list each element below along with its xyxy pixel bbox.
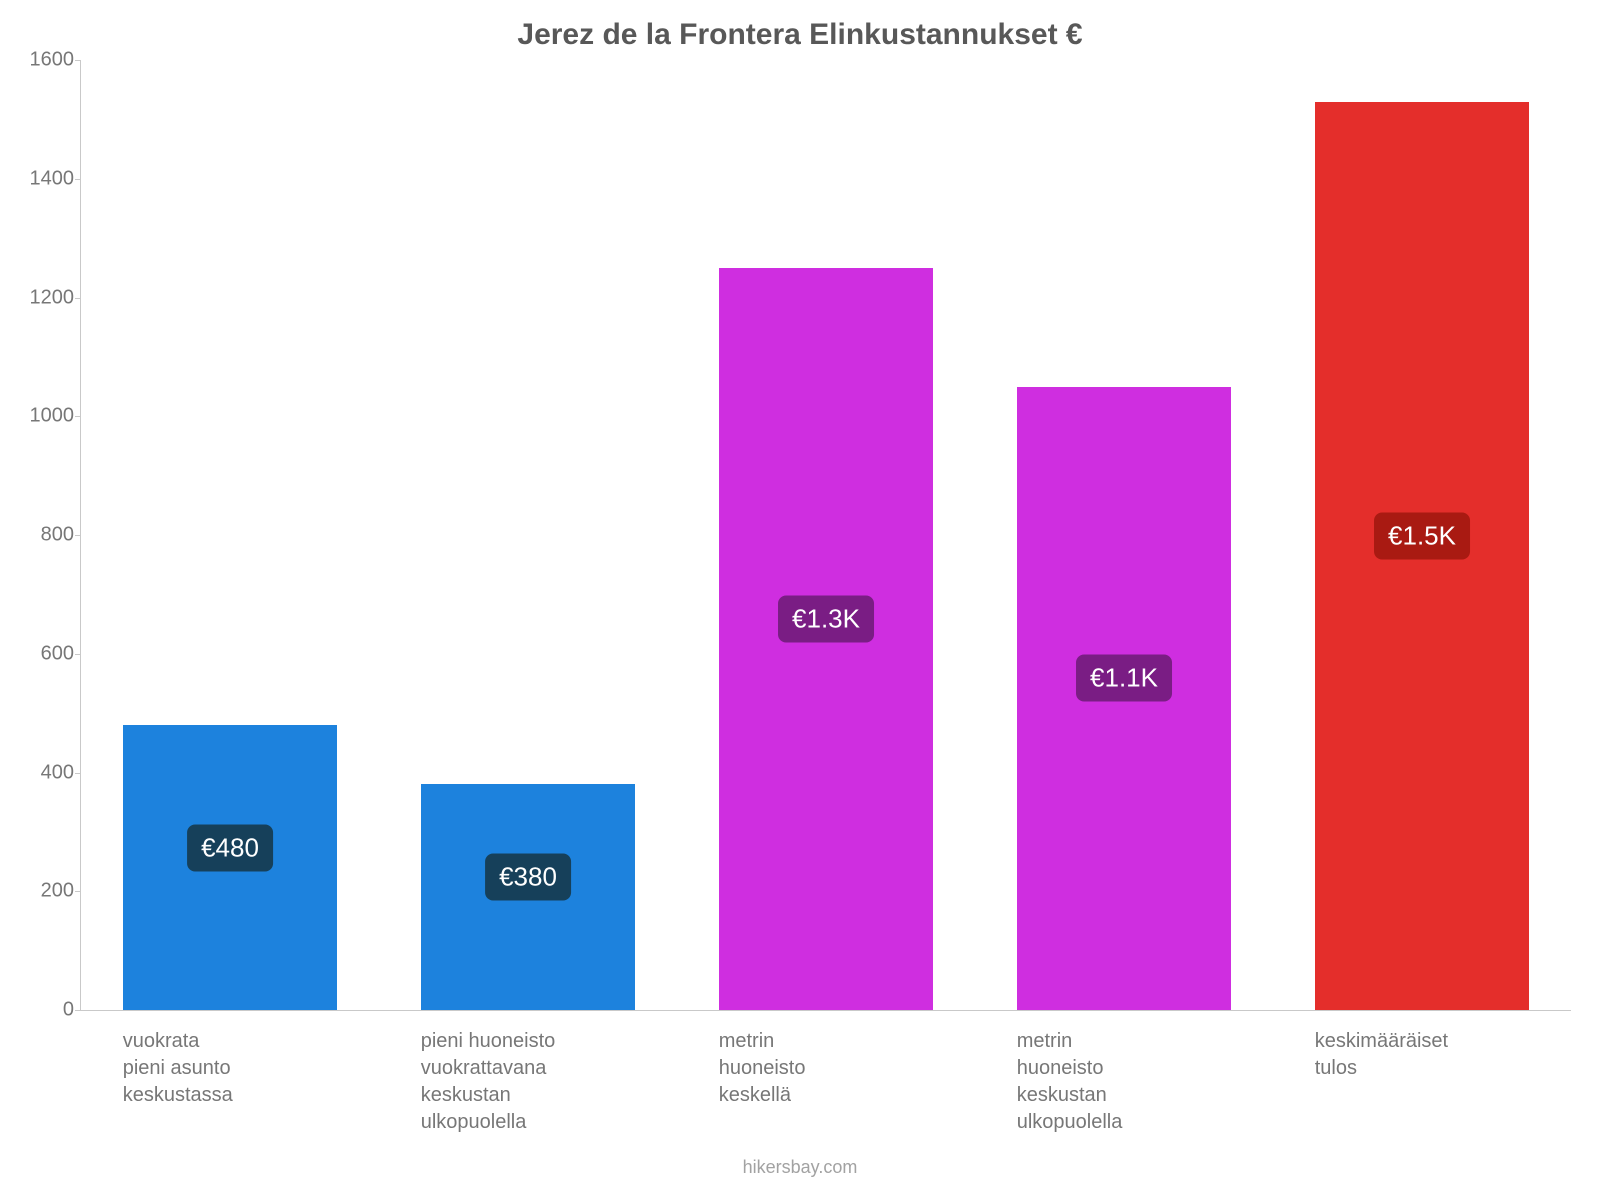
chart-container: Jerez de la Frontera Elinkustannukset € … — [0, 0, 1600, 1200]
y-tick-label: 800 — [19, 524, 74, 547]
chart-title: Jerez de la Frontera Elinkustannukset € — [0, 18, 1600, 52]
y-tick-mark — [75, 535, 81, 536]
y-tick-mark — [75, 1010, 81, 1011]
y-tick-label: 1600 — [19, 49, 74, 72]
y-tick-mark — [75, 891, 81, 892]
footer-attribution: hikersbay.com — [0, 1157, 1600, 1178]
bar-value-label: €1.1K — [1076, 655, 1172, 702]
plot-area: 02004006008001000120014001600€480vuokrat… — [80, 60, 1571, 1011]
bar-value-label: €1.3K — [778, 595, 874, 642]
bar-value-label: €1.5K — [1374, 512, 1470, 559]
y-tick-mark — [75, 60, 81, 61]
y-tick-label: 1000 — [19, 405, 74, 428]
y-tick-label: 200 — [19, 880, 74, 903]
bar-value-label: €380 — [485, 854, 571, 901]
x-category-label: metrin huoneisto keskellä — [719, 1028, 934, 1109]
x-category-label: keskimääräiset tulos — [1315, 1028, 1530, 1082]
bar-value-label: €480 — [187, 824, 273, 871]
y-tick-mark — [75, 773, 81, 774]
y-tick-label: 1400 — [19, 167, 74, 190]
y-tick-mark — [75, 179, 81, 180]
y-tick-mark — [75, 654, 81, 655]
y-tick-mark — [75, 298, 81, 299]
y-tick-mark — [75, 416, 81, 417]
x-category-label: vuokrata pieni asunto keskustassa — [123, 1028, 338, 1109]
y-tick-label: 400 — [19, 761, 74, 784]
y-tick-label: 1200 — [19, 286, 74, 309]
x-category-label: pieni huoneisto vuokrattavana keskustan … — [421, 1028, 636, 1136]
x-category-label: metrin huoneisto keskustan ulkopuolella — [1017, 1028, 1232, 1136]
y-tick-label: 0 — [19, 999, 74, 1022]
y-tick-label: 600 — [19, 642, 74, 665]
